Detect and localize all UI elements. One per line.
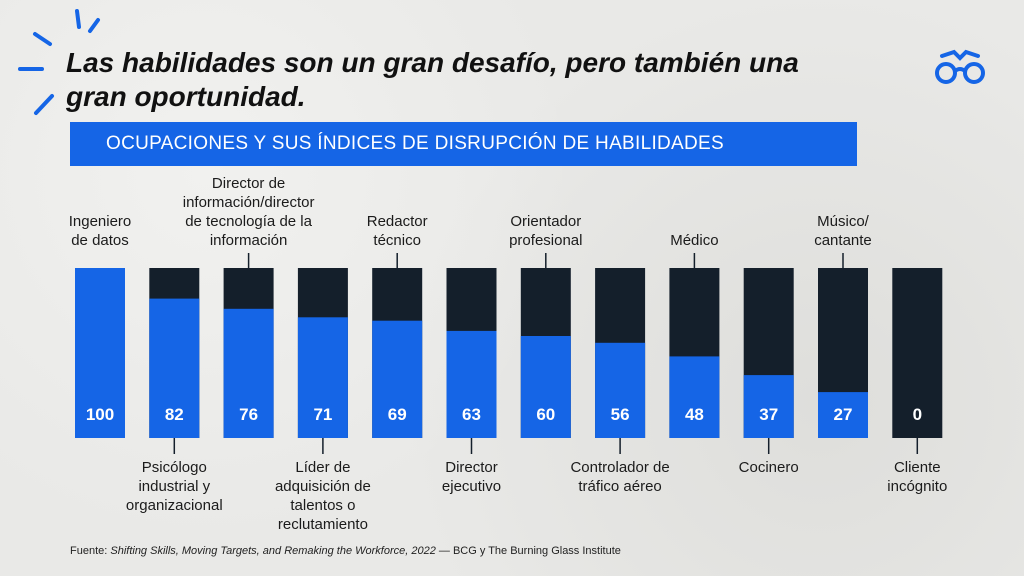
- bar-value-label: 63: [462, 405, 481, 424]
- category-label: organizacional: [126, 497, 223, 514]
- category-label: información/director: [183, 194, 315, 211]
- subtitle-banner: OCUPACIONES Y SUS ÍNDICES DE DISRUPCIÓN …: [70, 122, 857, 166]
- bar-value-label: 82: [165, 405, 184, 424]
- category-label: cantante: [814, 232, 872, 249]
- category-label: tráfico aéreo: [578, 478, 661, 495]
- bar-value: [372, 320, 423, 438]
- bar-value: [818, 392, 868, 438]
- category-label: Orientador: [510, 213, 581, 230]
- bar-value: [743, 375, 794, 438]
- bar-value: [297, 317, 348, 438]
- bar-value-label: 27: [834, 405, 853, 424]
- bar-value: [669, 356, 720, 438]
- category-label: Director: [445, 459, 498, 476]
- category-label: Líder de: [295, 459, 350, 476]
- category-label: reclutamiento: [278, 516, 368, 533]
- bar-value-label: 48: [685, 405, 704, 424]
- bar-value-label: 69: [388, 405, 407, 424]
- category-label: incógnito: [887, 478, 947, 495]
- bar-value: [149, 298, 200, 438]
- category-label: Psicólogo: [142, 459, 207, 476]
- bar-value-label: 0: [913, 405, 922, 424]
- category-label: Redactor: [367, 213, 428, 230]
- category-label: información: [210, 232, 288, 249]
- bar-value-label: 56: [611, 405, 630, 424]
- category-label: Músico/: [817, 213, 870, 230]
- category-label: industrial y: [138, 478, 210, 495]
- page-title: Las habilidades son un gran desafío, per…: [66, 47, 799, 112]
- bar-value-label: 100: [86, 405, 114, 424]
- bar-value-label: 71: [313, 405, 332, 424]
- bar-value-label: 37: [759, 405, 778, 424]
- bar-value-label: 60: [536, 405, 555, 424]
- bar-value: [595, 342, 646, 438]
- category-label: Director de: [212, 175, 285, 192]
- category-label: Ingeniero: [69, 213, 132, 230]
- category-label: ejecutivo: [442, 478, 501, 495]
- category-label: de tecnología de la: [185, 213, 312, 230]
- source-suffix: — BCG y The Burning Glass Institute: [435, 545, 621, 557]
- glasses-logo-icon: [935, 49, 985, 84]
- category-label: técnico: [373, 232, 421, 249]
- source-prefix: Fuente:: [70, 545, 111, 557]
- category-label: Médico: [670, 232, 718, 249]
- category-label: Cocinero: [739, 459, 799, 476]
- sunburst-decoration-icon: [18, 9, 100, 115]
- bar-remainder: [892, 268, 943, 438]
- category-label: de datos: [71, 232, 129, 249]
- category-label: Cliente: [894, 459, 941, 476]
- bar-value-label: 76: [239, 405, 258, 424]
- category-label: Controlador de: [570, 459, 669, 476]
- bar-value: [75, 268, 125, 438]
- bar-value: [446, 330, 497, 438]
- category-label: talentos o: [290, 497, 355, 514]
- source-title: Shifting Skills, Moving Targets, and Rem…: [110, 545, 436, 557]
- category-label: adquisición de: [275, 478, 371, 495]
- bar-value: [223, 308, 274, 438]
- category-label: profesional: [509, 232, 582, 249]
- source-note: Fuente: Shifting Skills, Moving Targets,…: [70, 545, 621, 557]
- subtitle-text: OCUPACIONES Y SUS ÍNDICES DE DISRUPCIÓN …: [106, 133, 725, 154]
- bar-value: [520, 336, 571, 438]
